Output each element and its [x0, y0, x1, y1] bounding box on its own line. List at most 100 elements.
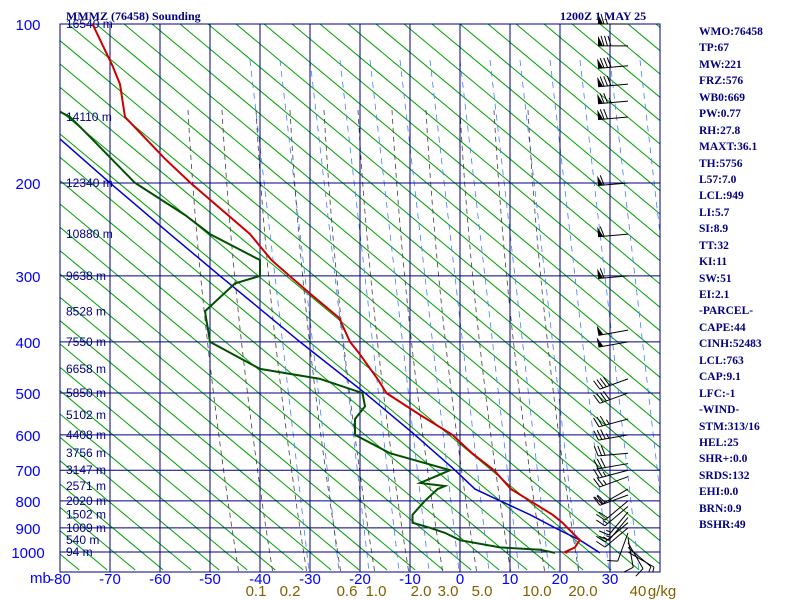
- index-item: TH:5756: [699, 157, 743, 170]
- moist-adiabat: [255, 109, 308, 572]
- wind-barb: [597, 175, 629, 187]
- wind-barb: [594, 488, 629, 505]
- pressure-tick-label: 500: [15, 386, 40, 403]
- index-item: MAXT:36.1: [699, 141, 758, 154]
- index-item: SRDS:132: [699, 469, 750, 482]
- dry-adiabat: [60, 250, 444, 571]
- index-item: STM:313/16: [699, 420, 760, 433]
- pressure-tick-label: 100: [15, 17, 40, 34]
- dry-adiabat: [60, 156, 556, 571]
- plot-frame: [59, 23, 661, 573]
- moist-adiabat: [527, 109, 580, 572]
- dry-adiabat: [60, 203, 500, 571]
- index-item: BRN:0.9: [699, 502, 742, 515]
- index-item: MW:221: [699, 58, 742, 71]
- wind-barb: [597, 108, 629, 121]
- moist-adiabat: [493, 109, 546, 572]
- wind-barb: [623, 537, 634, 573]
- index-item: WMO:76458: [699, 26, 763, 38]
- dry-adiabat: [60, 40, 660, 542]
- pressure-tick-label: 900: [15, 521, 40, 538]
- wind-barb: [596, 325, 629, 336]
- dry-adiabat: [60, 63, 660, 565]
- pressure-tick-label: 600: [15, 428, 40, 445]
- mixing-ratio-label: 0.6: [337, 583, 358, 600]
- index-item: -PARCEL-: [699, 305, 754, 318]
- dry-adiabat: [263, 24, 660, 355]
- moist-adiabat: [289, 109, 342, 572]
- mixing-ratio-label: 1.0: [366, 583, 387, 600]
- mixing-ratio-line: [339, 59, 400, 572]
- wind-barb: [607, 532, 629, 562]
- dry-adiabat: [123, 24, 660, 472]
- dry-adiabat: [179, 24, 660, 425]
- index-item: LI:5.7: [699, 206, 730, 219]
- dry-adiabat: [768, 24, 800, 570]
- temperature-trace: [91, 24, 582, 554]
- dry-adiabat: [60, 390, 276, 571]
- dry-adiabat: [515, 24, 660, 145]
- wind-barb: [593, 391, 629, 404]
- grid: [59, 23, 661, 573]
- temperature-tick-label: -40: [249, 571, 271, 588]
- height-label: 540 m: [66, 533, 99, 547]
- wind-barb: [593, 458, 629, 470]
- height-label: 5850 m: [66, 386, 106, 400]
- mixing-ratio-label: 40: [630, 583, 647, 600]
- pressure-tick-label: 800: [15, 494, 40, 511]
- index-item: CINH:52483: [699, 338, 762, 351]
- wind-barb: [593, 445, 629, 457]
- temperature-tick-label: -70: [99, 571, 121, 588]
- mixing-ratio-line: [249, 59, 310, 572]
- dry-adiabat: [60, 273, 416, 571]
- mixing-ratio-line: [369, 59, 430, 572]
- dry-adiabat: [571, 24, 660, 98]
- dry-adiabat: [375, 24, 660, 262]
- dry-adiabat: [347, 24, 660, 285]
- index-item: BSHR:49: [699, 519, 746, 532]
- mixing-ratio-label: 0.1: [246, 583, 267, 600]
- dry-adiabat: [403, 24, 660, 238]
- mixing-ratio-labels: 0.1 0.2 0.6 1.0 2.0 3.0 5.0 10.0 20.0 40 g/kg: [246, 583, 677, 600]
- dry-adiabat: [60, 86, 640, 571]
- height-label: 12340 m: [66, 176, 113, 190]
- mixing-ratio-line: [639, 59, 660, 237]
- mixing-ratio-label: 3.0: [438, 583, 459, 600]
- dry-adiabat: [60, 343, 332, 571]
- mixing-ratio-label: 0.2: [280, 583, 301, 600]
- index-item: FRZ:576: [699, 75, 744, 88]
- pressure-tick-label: 400: [15, 335, 40, 352]
- index-item: SHR+:0.0: [699, 453, 748, 466]
- background-lines: [0, 24, 800, 572]
- index-item: KI:11: [699, 256, 728, 269]
- wind-barb: [597, 226, 629, 238]
- height-labels: 16540 m 14110 m 12340 m 10880 m 9638 m 8528 m…: [66, 17, 113, 559]
- index-item: SW:51: [699, 272, 732, 285]
- dry-adiabat: [543, 24, 660, 122]
- pressure-tick-label: 200: [15, 176, 40, 193]
- dry-adiabat: [0, 24, 23, 570]
- wind-barb: [593, 415, 629, 428]
- wind-barb: [598, 13, 628, 25]
- wind-barb: [598, 35, 628, 47]
- moist-adiabat: [221, 109, 274, 572]
- dewpoint-trace: [60, 110, 556, 554]
- pressure-tick-label: 700: [15, 463, 40, 480]
- temperature-axis: -80 -70 -60 -50 -40 -30 -20 -10 0 10 20 30: [49, 571, 618, 588]
- pressure-tick-label: 300: [15, 269, 40, 286]
- mixing-ratio-label: g/kg: [648, 583, 676, 600]
- wind-barb: [593, 494, 629, 506]
- pressure-tick-label: 1000: [11, 545, 44, 562]
- height-label: 6658 m: [66, 362, 106, 376]
- temperature-tick-label: 20: [552, 571, 569, 588]
- dry-adiabat: [67, 24, 660, 518]
- mixing-ratio-label: 5.0: [472, 583, 493, 600]
- temperature-tick-label: 0: [456, 571, 464, 588]
- index-item: RH:27.8: [699, 124, 741, 137]
- index-item: EI:2.1: [699, 289, 730, 301]
- temperature-tick-label: -80: [49, 571, 71, 588]
- wind-barb: [593, 429, 629, 441]
- dry-adiabat: [60, 226, 472, 571]
- wind-barb: [593, 376, 629, 390]
